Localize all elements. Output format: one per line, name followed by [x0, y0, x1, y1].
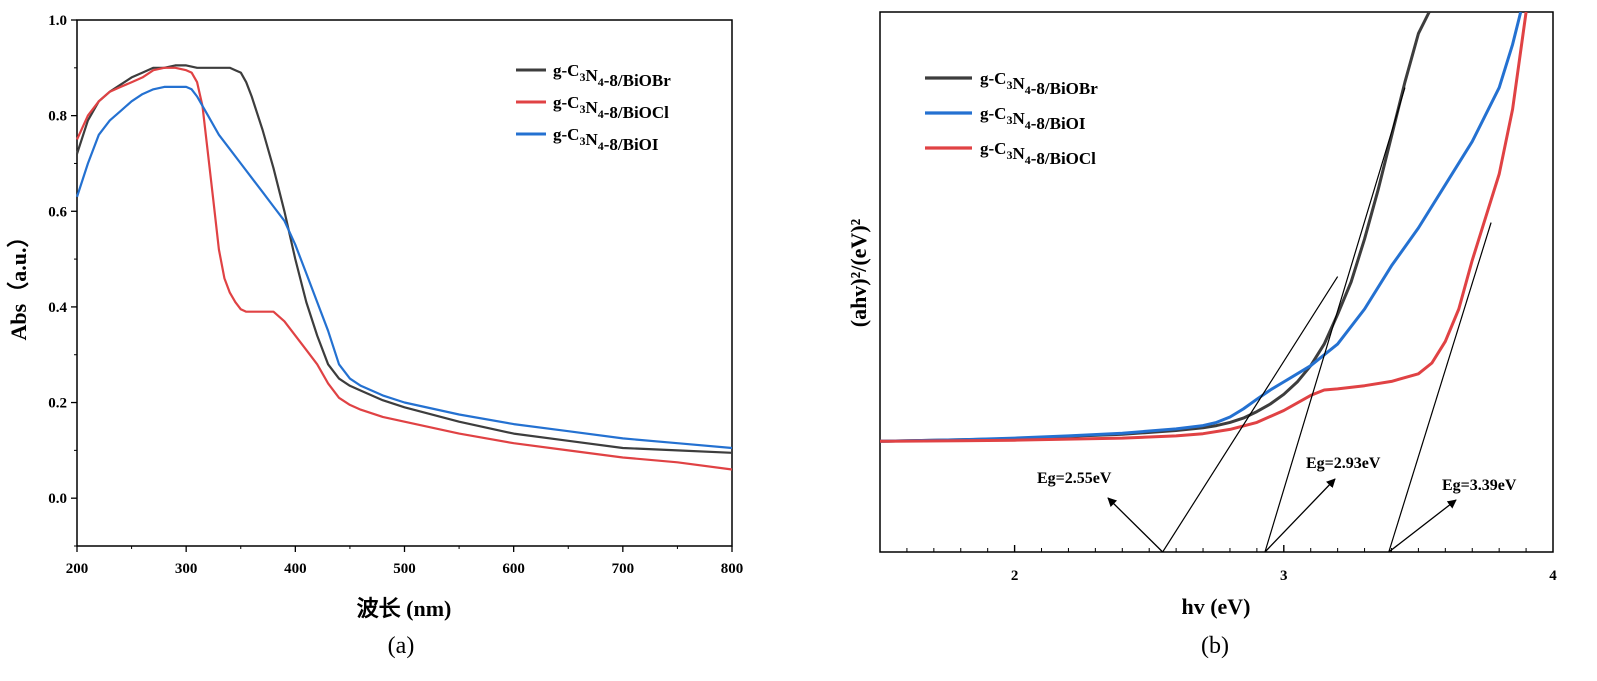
panel-a-chart: 200 300 400 500 600 700 8000.00.20.40.60.81.0 …: [6, 13, 743, 659]
panel-a-y-tick-label: 0.0: [48, 491, 67, 507]
panel-b-plot-frame: [879, 11, 1554, 553]
panel-b-x-tick-label: 2: [1011, 568, 1019, 584]
panel-b-tangent-line-1: [1162, 276, 1339, 552]
panel-a-plot-frame: [76, 19, 733, 547]
panel-a-x-tick-label: 400: [284, 561, 307, 577]
panel-a-x-axis-label: 波长 (nm): [357, 596, 452, 621]
panel-a-y-tick-label: 0.8: [48, 109, 67, 125]
panel-a-x-tick-label: 200: [66, 561, 89, 577]
panel-b-x-axis-label: hv (eV): [1181, 594, 1250, 619]
panel-a-y-tick-label: 0.4: [48, 300, 67, 316]
panel-a-x-tick-label: 500: [393, 561, 416, 577]
panel-a-legend-label: g-C3N4-8/BiOCl: [553, 93, 669, 122]
panel-b-annotation-arrow: [1264, 478, 1336, 553]
panel-b-series-line-2: [880, 12, 1523, 443]
panel-b-annotation-arrow: [1107, 497, 1164, 553]
panel-b-series-line-1: [880, 12, 1431, 443]
panel-a-x-tick-label: 700: [612, 561, 635, 577]
panel-a-x-tick-label: 600: [502, 561, 525, 577]
panel-b-legend-label: g-C3N4-8/BiOBr: [980, 69, 1098, 98]
panel-b-series-line-3: [880, 12, 1528, 443]
panel-b-caption: (b): [1201, 633, 1229, 659]
panel-a-caption: (a): [388, 633, 415, 659]
panel-b-annotation-label: Eg=3.39eV: [1442, 477, 1517, 494]
panel-a-series-line-3: [75, 85, 733, 450]
panel-a-x-tick-label: 300: [175, 561, 198, 577]
panel-a-y-tick-label: 0.6: [48, 204, 67, 220]
panel-b-annotation-arrow: [1388, 499, 1457, 553]
panel-b-legend-label: g-C3N4-8/BiOI: [980, 104, 1086, 133]
panel-b-y-axis-label: (ahv)²/(eV)²: [846, 218, 871, 327]
panel-a-series-line-2: [75, 66, 733, 471]
panel-a-legend-label: g-C3N4-8/BiOBr: [553, 61, 671, 90]
panel-b-legend: g-C3N4-8/BiOBr g-C3N4-8/BiOI g-C3N4-8/BiOC…: [925, 69, 1098, 168]
panel-b-legend-label: g-C3N4-8/BiOCl: [980, 139, 1096, 168]
panel-a-x-tick-label: 800: [721, 561, 744, 577]
panel-b-tangent-line-3: [1388, 222, 1492, 552]
panel-a-legend: g-C3N4-8/BiOBr g-C3N4-8/BiOCl g-C3N4-8/BiO…: [516, 61, 671, 154]
panel-b-annotation-label: Eg=2.93eV: [1306, 455, 1381, 472]
panel-a-series-line-1: [75, 64, 733, 454]
panel-b-x-tick-label: 3: [1280, 568, 1288, 584]
panel-b-chart: 2 3 4 Eg=2.55eV Eg=2.93eV Eg=3.39eV g-C3N4-8…: [846, 11, 1557, 659]
panel-a-y-axis-label: Abs（a.u.）: [6, 226, 31, 341]
panel-b-x-tick-label: 4: [1549, 568, 1557, 584]
panel-a-y-tick-label: 0.2: [48, 396, 67, 412]
panel-a-legend-label: g-C3N4-8/BiOI: [553, 125, 659, 154]
panel-a-y-tick-label: 1.0: [48, 13, 67, 29]
panel-b-tangent-line-2: [1264, 87, 1406, 552]
panel-b-annotation-label: Eg=2.55eV: [1037, 470, 1112, 487]
